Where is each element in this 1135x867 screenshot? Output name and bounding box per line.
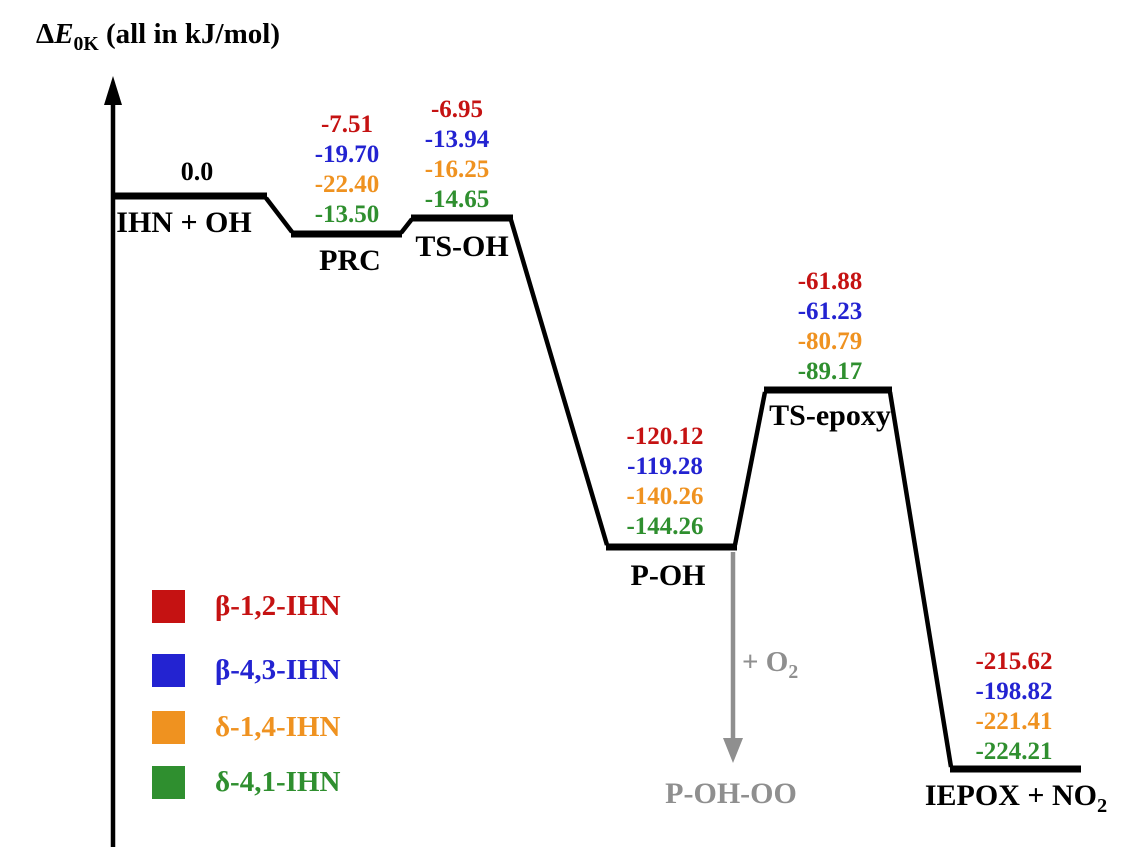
energy-value: -119.28 [627, 453, 703, 480]
energy-value: -14.65 [424, 186, 490, 213]
connector-tsepoxy-iepox [887, 391, 954, 768]
iepox-label-base: IEPOX + NO [924, 779, 1097, 812]
reactant-energy-value: 0.0 [180, 157, 214, 186]
energy-value: -13.50 [314, 201, 380, 228]
connector-poh-tsepoxy [732, 391, 768, 546]
connector-ihn-prc [264, 196, 294, 234]
o2-branch-arrowhead-icon [723, 738, 743, 763]
o2-reagent-base: + O [742, 646, 789, 678]
legend-swatch-red [152, 589, 185, 623]
legend-item-beta-12-ihn: β-1,2-IHN [152, 588, 341, 624]
energy-value: -89.17 [797, 358, 863, 385]
energy-value: -224.21 [975, 738, 1053, 765]
axis-title-symbol: E [54, 18, 74, 50]
legend-label: δ-1,4-IHN [215, 711, 341, 743]
p-oh-value-stack: -120.12 -119.28 -140.26 -144.26 [600, 422, 730, 542]
connector-prc-tsoh [399, 217, 414, 235]
station-label-p-oh: P-OH [630, 559, 706, 592]
energy-value: -215.62 [975, 648, 1053, 675]
legend-item-beta-43-ihn: β-4,3-IHN [152, 652, 341, 688]
y-axis-arrow-icon [104, 76, 122, 105]
energy-value: -80.79 [797, 328, 863, 355]
legend-label: δ-4,1-IHN [215, 766, 341, 798]
legend-item-delta-14-ihn: δ-1,4-IHN [152, 709, 340, 745]
station-label-ihn-oh: IHN + OH [116, 206, 252, 239]
energy-value: -144.26 [626, 513, 704, 540]
ts-epoxy-value-stack: -61.88 -61.23 -80.79 -89.17 [765, 267, 895, 387]
legend-label: β-1,2-IHN [215, 590, 341, 622]
ts-oh-value-stack: -6.95 -13.94 -16.25 -14.65 [392, 95, 522, 215]
energy-value: -140.26 [626, 483, 704, 510]
legend-swatch-orange [152, 710, 185, 744]
energy-value: -22.40 [314, 171, 380, 198]
axis-title-delta: Δ [36, 18, 55, 50]
connector-tsoh-poh [508, 219, 610, 546]
legend-item-delta-41-ihn: δ-4,1-IHN [152, 764, 340, 800]
legend-label: β-4,3-IHN [215, 654, 341, 686]
energy-value: -16.25 [424, 156, 490, 183]
energy-value: -13.94 [424, 126, 490, 153]
branch-product-label: P-OH-OO [665, 777, 797, 810]
energy-value: -19.70 [314, 141, 380, 168]
energy-value: -198.82 [975, 678, 1053, 705]
energy-value: -6.95 [430, 96, 484, 123]
energy-value: -221.41 [975, 708, 1053, 735]
energy-value: -61.23 [797, 298, 863, 325]
iepox-value-stack: -215.62 -198.82 -221.41 -224.21 [949, 647, 1079, 767]
energy-value: -61.88 [797, 268, 863, 295]
energy-value: -7.51 [320, 111, 374, 138]
axis-title-subscript: 0K [73, 32, 99, 55]
station-label-iepox-no2: IEPOX + NO2 [916, 779, 1116, 818]
station-label-ts-oh: TS-OH [415, 230, 509, 263]
axis-title-units: (all in kJ/mol) [98, 18, 280, 50]
energy-value: -120.12 [626, 423, 704, 450]
iepox-label-subscript: 2 [1096, 795, 1108, 817]
legend-swatch-blue [152, 653, 185, 687]
o2-reagent-subscript: 2 [788, 660, 799, 683]
o2-reagent-label: + O2 [742, 646, 798, 684]
station-label-ts-epoxy: TS-epoxy [769, 399, 891, 432]
legend-swatch-green [152, 765, 185, 799]
axis-title: ΔE0K (all in kJ/mol) [36, 18, 280, 56]
prc-value-stack: -7.51 -19.70 -22.40 -13.50 [282, 110, 412, 230]
station-label-prc: PRC [319, 244, 381, 277]
